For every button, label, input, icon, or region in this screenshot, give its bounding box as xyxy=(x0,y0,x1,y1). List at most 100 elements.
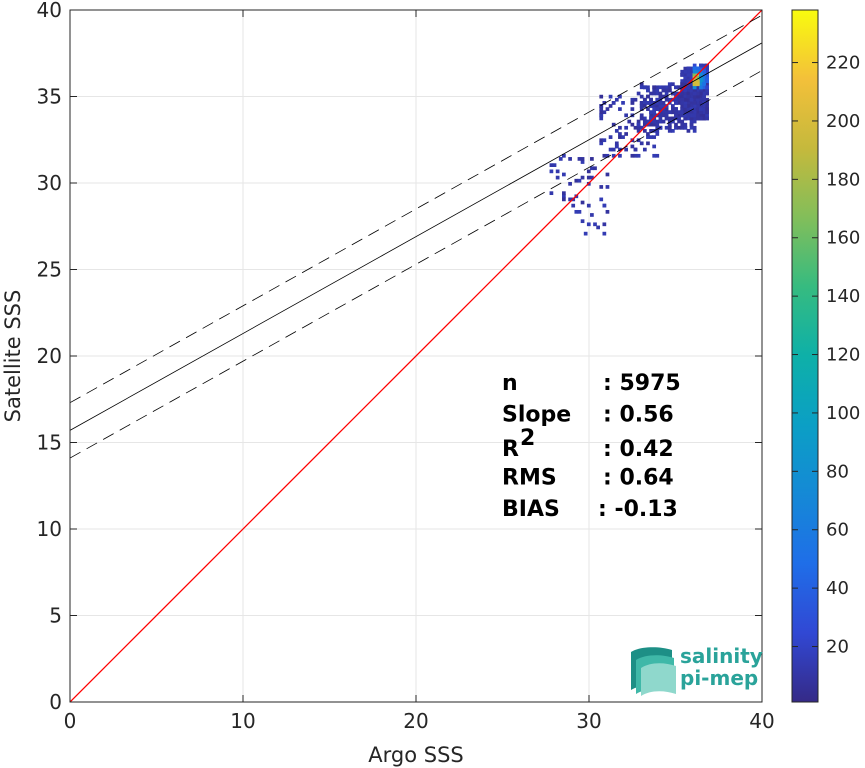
density-cell xyxy=(649,135,653,139)
x-tick-label-3: 30 xyxy=(576,709,601,733)
colorbar-ticks: 20 40 60 80 100 120 140 160 180 200 220 xyxy=(792,53,860,658)
density-cell xyxy=(602,100,607,105)
density-cell xyxy=(639,113,644,118)
density-cell xyxy=(692,63,697,68)
density-cell xyxy=(702,85,706,90)
density-cell xyxy=(695,100,700,105)
density-cell xyxy=(695,88,700,93)
density-cell xyxy=(683,88,688,93)
density-cell xyxy=(618,94,622,99)
density-cell xyxy=(680,94,685,99)
density-cell xyxy=(699,104,703,108)
density-cell xyxy=(683,122,688,127)
stat-label-1: Slope xyxy=(502,403,571,428)
density-cell xyxy=(630,107,635,111)
density-cell xyxy=(655,122,660,127)
density-cell xyxy=(580,175,585,180)
density-cell xyxy=(649,116,653,121)
density-cell xyxy=(549,191,554,196)
density-cell xyxy=(674,85,678,90)
density-cell xyxy=(599,197,604,202)
density-cell xyxy=(642,97,647,102)
density-cell xyxy=(692,66,697,71)
stat-label-3: RMS xyxy=(502,466,557,491)
density-cell xyxy=(705,85,709,90)
density-cell xyxy=(683,97,688,102)
colorbar-tick-label-6: 140 xyxy=(826,286,860,307)
density-cell xyxy=(649,110,653,115)
density-cell xyxy=(599,141,604,146)
density-cell xyxy=(639,94,644,99)
density-cell xyxy=(568,197,572,202)
density-cell xyxy=(699,116,703,121)
density-cell xyxy=(562,191,566,196)
density-cell xyxy=(683,100,688,105)
density-cell xyxy=(630,97,635,102)
colorbar-tick-label-2: 60 xyxy=(826,520,849,541)
density-cell xyxy=(683,116,688,121)
stat-label-4: BIAS xyxy=(502,497,560,522)
density-cell xyxy=(602,231,607,236)
density-cell xyxy=(664,125,669,130)
density-cell xyxy=(590,213,594,217)
density-cell xyxy=(661,119,666,124)
logo-wave-3 xyxy=(641,663,676,696)
y-axis-title: Satellite SSS xyxy=(1,290,25,423)
density-cell xyxy=(664,107,669,111)
density-cell xyxy=(621,100,625,105)
density-cell xyxy=(599,138,604,143)
density-cell xyxy=(695,104,700,108)
density-cell xyxy=(695,76,700,80)
y-tick-label-4: 20 xyxy=(37,344,62,368)
density-cell xyxy=(577,157,582,161)
density-cell xyxy=(686,88,691,93)
density-cell xyxy=(705,113,709,118)
density-cell xyxy=(699,76,703,80)
density-cell xyxy=(664,88,669,93)
density-cell xyxy=(642,147,647,152)
density-cell xyxy=(655,91,660,96)
y-tick-label-3: 15 xyxy=(37,431,62,455)
density-cell xyxy=(580,160,585,164)
density-cell xyxy=(605,209,610,214)
density-cell xyxy=(671,110,675,115)
density-cell xyxy=(639,104,644,108)
density-cell xyxy=(699,107,703,111)
density-cell xyxy=(599,116,604,121)
density-cell xyxy=(667,125,672,130)
density-cell xyxy=(642,116,647,121)
density-cell xyxy=(680,100,685,105)
density-cell xyxy=(655,132,660,136)
density-cell xyxy=(705,66,709,71)
density-cell xyxy=(683,82,688,87)
density-cell xyxy=(664,97,669,102)
density-cell xyxy=(602,153,607,158)
density-cell xyxy=(633,125,638,130)
density-cell xyxy=(702,76,706,80)
density-cell xyxy=(664,116,669,121)
density-cell xyxy=(705,100,709,105)
density-cell xyxy=(655,97,660,102)
density-cell xyxy=(705,91,709,96)
density-cell xyxy=(680,79,685,83)
density-cell xyxy=(605,153,610,158)
density-cell xyxy=(674,110,678,115)
density-cell xyxy=(664,110,669,115)
x-tick-label-1: 10 xyxy=(230,709,255,733)
density-cell xyxy=(661,104,666,108)
stat-value-4: : -0.13 xyxy=(598,497,678,522)
density-cell xyxy=(695,113,700,118)
density-cell xyxy=(646,85,650,90)
density-cell xyxy=(667,116,672,121)
density-cell xyxy=(593,222,597,227)
density-cell xyxy=(695,116,700,121)
density-cell xyxy=(689,119,694,124)
density-cell xyxy=(683,125,688,130)
density-cell xyxy=(680,104,685,108)
density-cell xyxy=(583,231,588,236)
density-cell xyxy=(667,122,672,127)
density-cell xyxy=(686,76,691,80)
density-cell xyxy=(608,147,613,152)
density-cell xyxy=(683,110,688,115)
